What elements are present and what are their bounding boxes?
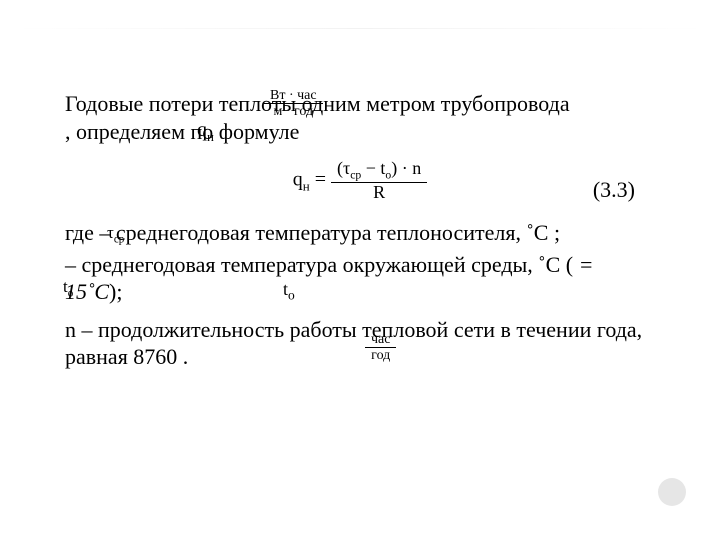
text-line-6: n – продолжительность работы тепловой се… — [65, 317, 642, 370]
equation-number: (3.3) — [593, 177, 635, 203]
units-fraction: Вт · час м · год — [264, 88, 323, 120]
text-line-4a: – среднегодовая температура окружающей с… — [65, 252, 573, 277]
symbol-t-o: tо — [283, 278, 295, 304]
text-line-3: где – среднегодовая температура теплонос… — [65, 220, 560, 245]
equation-row: qн = (τср − tо) · n R (3.3) — [65, 151, 655, 211]
para-3: где – среднегодовая температура теплонос… — [65, 219, 655, 247]
text-line-1b: , определяем по формуле — [65, 119, 299, 144]
para-6: n – продолжительность работы тепловой се… — [65, 316, 655, 371]
equation: qн = (τср − tо) · n R — [293, 159, 428, 203]
para-4: – среднегодовая температура окружающей с… — [65, 251, 655, 306]
text-line-4b: ); — [109, 279, 122, 304]
symbol-t-o-small: tо — [63, 276, 73, 301]
para-1: Годовые потери теплоты одним метром труб… — [65, 90, 655, 145]
decorative-line — [10, 28, 710, 29]
symbol-tau-sr: τср — [107, 222, 124, 247]
symbol-q-n: qн — [197, 118, 214, 145]
hours-fraction: час год — [365, 332, 396, 364]
nav-dot[interactable] — [658, 478, 686, 506]
slide: Годовые потери теплоты одним метром труб… — [0, 0, 720, 540]
